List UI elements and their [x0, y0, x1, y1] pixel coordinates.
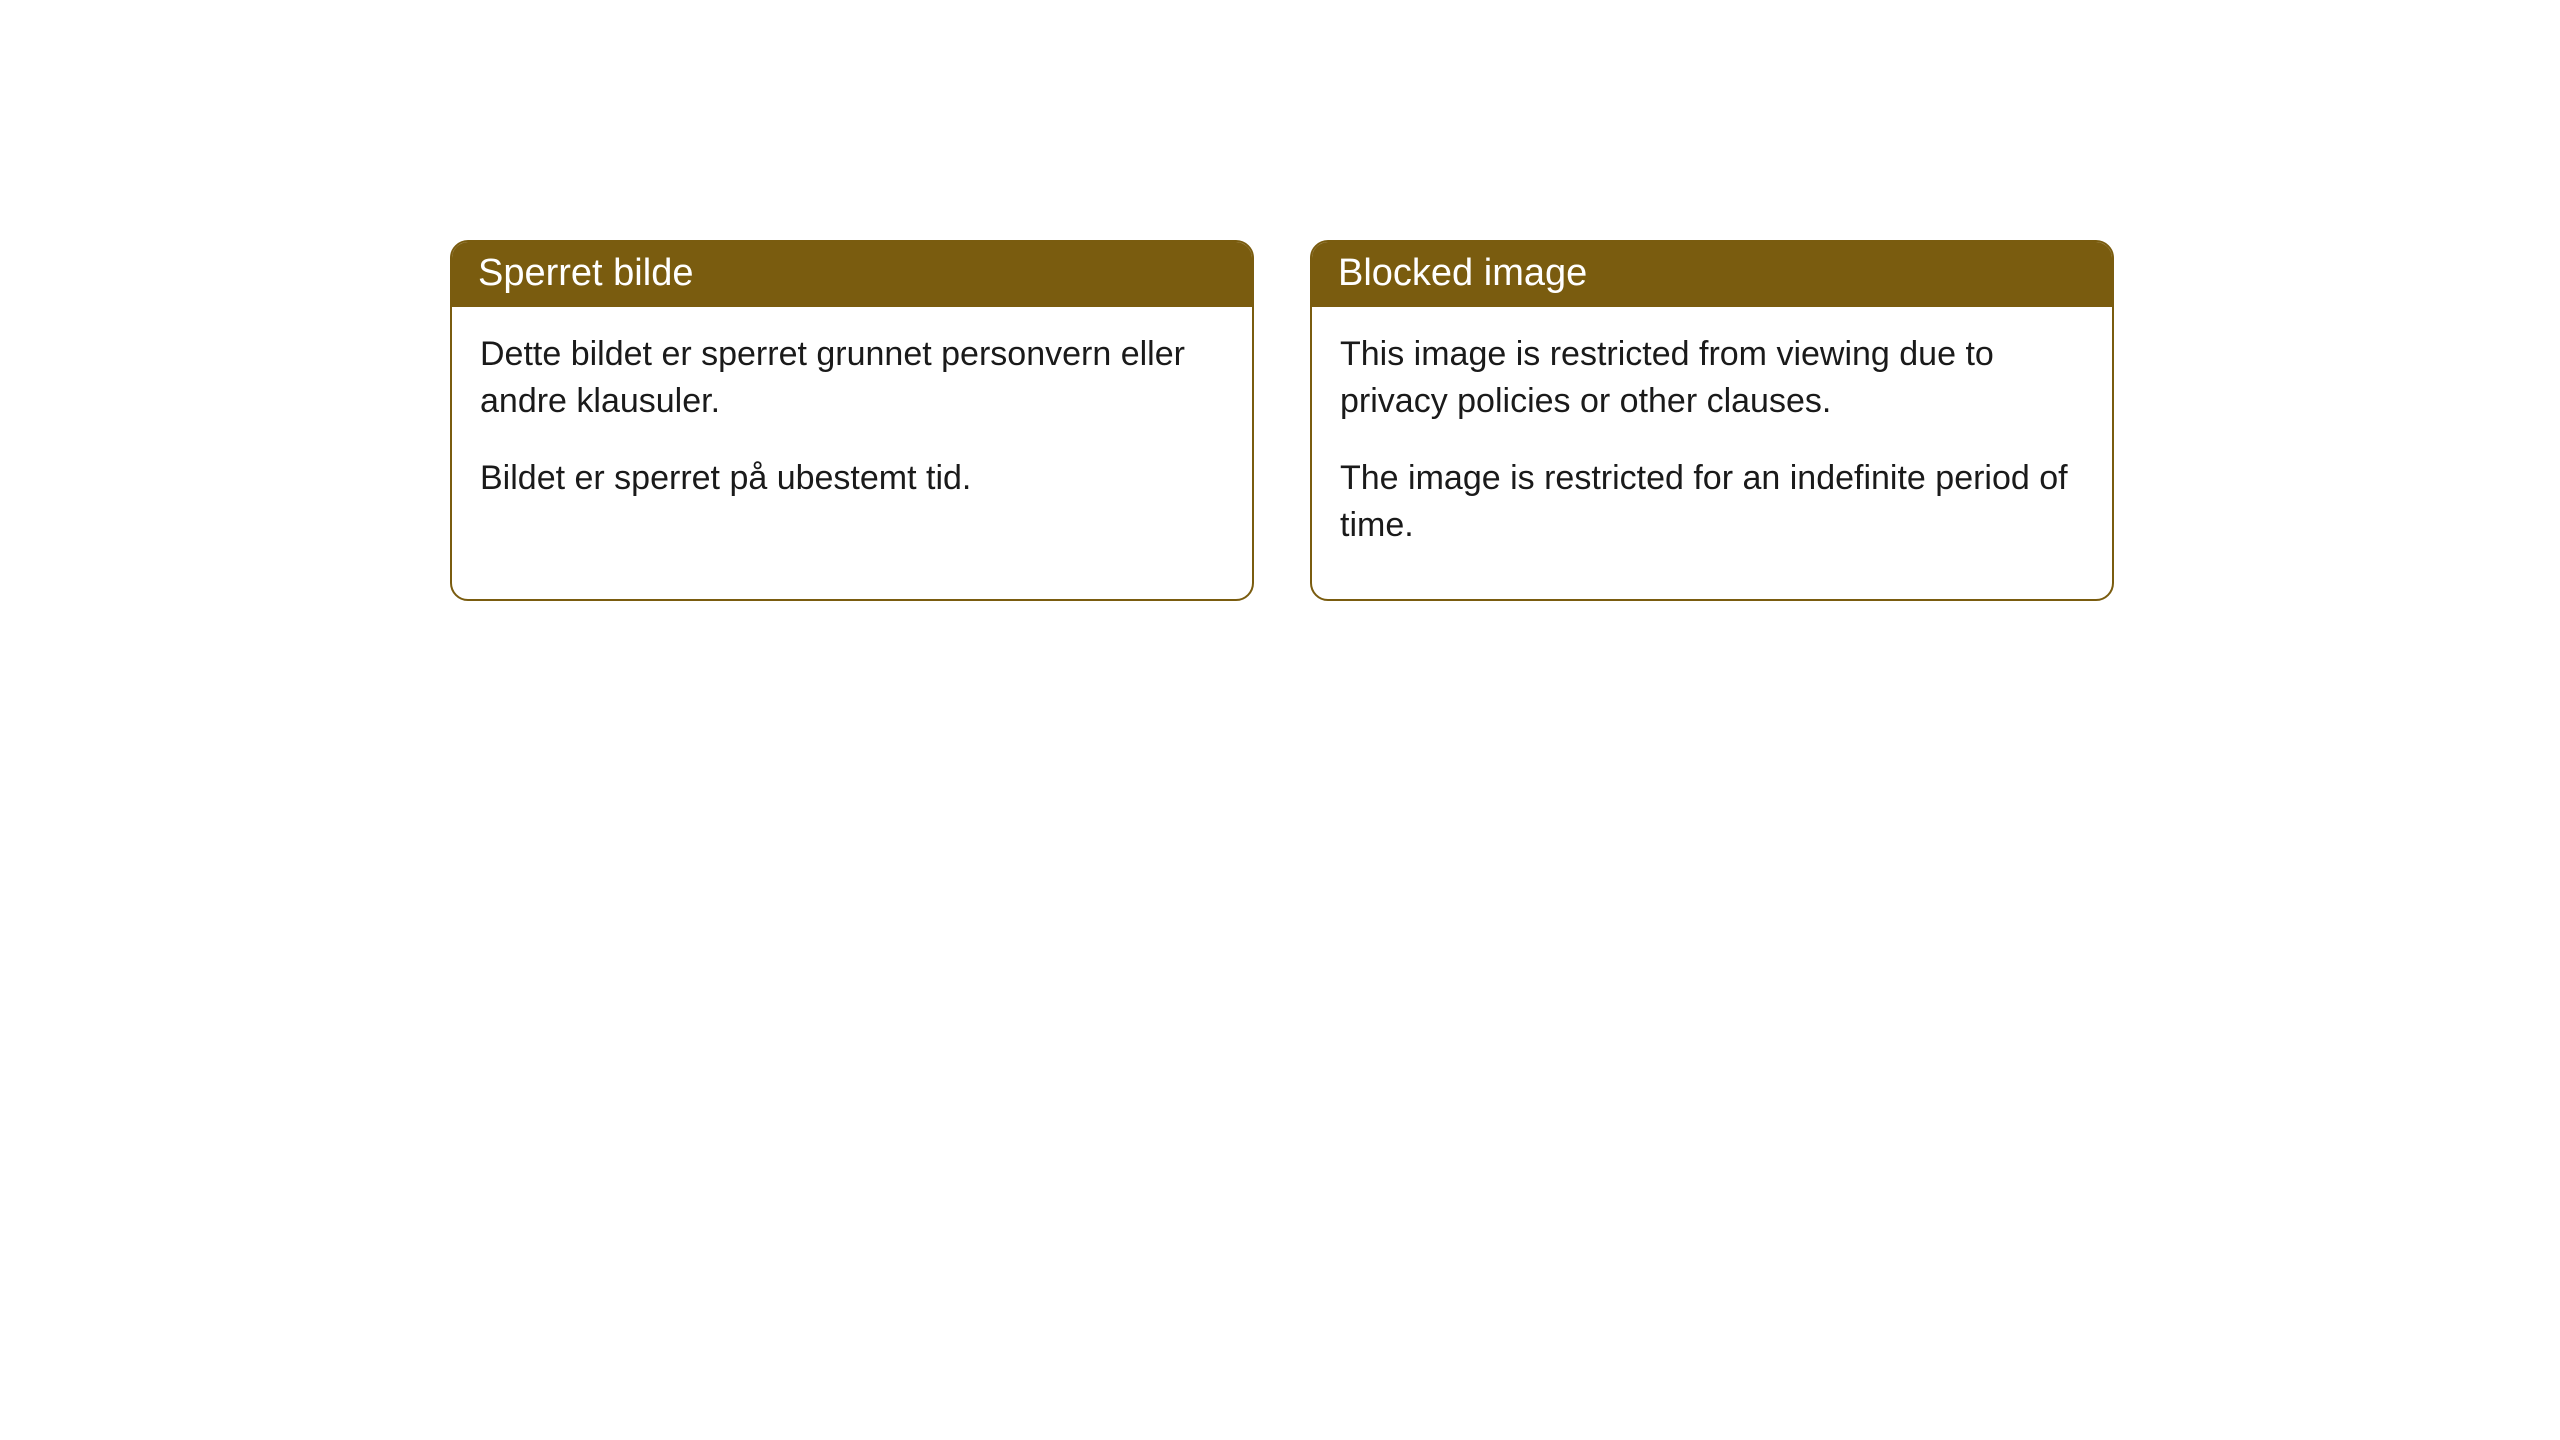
- card-body: This image is restricted from viewing du…: [1312, 307, 2112, 599]
- card-paragraph: This image is restricted from viewing du…: [1340, 331, 2084, 425]
- card-paragraph: Bildet er sperret på ubestemt tid.: [480, 455, 1224, 502]
- card-paragraph: Dette bildet er sperret grunnet personve…: [480, 331, 1224, 425]
- notice-card-english: Blocked image This image is restricted f…: [1310, 240, 2114, 601]
- card-header: Blocked image: [1312, 242, 2112, 307]
- notice-cards-container: Sperret bilde Dette bildet er sperret gr…: [450, 240, 2114, 601]
- notice-card-norwegian: Sperret bilde Dette bildet er sperret gr…: [450, 240, 1254, 601]
- card-title: Sperret bilde: [478, 252, 693, 294]
- card-paragraph: The image is restricted for an indefinit…: [1340, 455, 2084, 549]
- card-header: Sperret bilde: [452, 242, 1252, 307]
- card-body: Dette bildet er sperret grunnet personve…: [452, 307, 1252, 552]
- card-title: Blocked image: [1338, 252, 1587, 294]
